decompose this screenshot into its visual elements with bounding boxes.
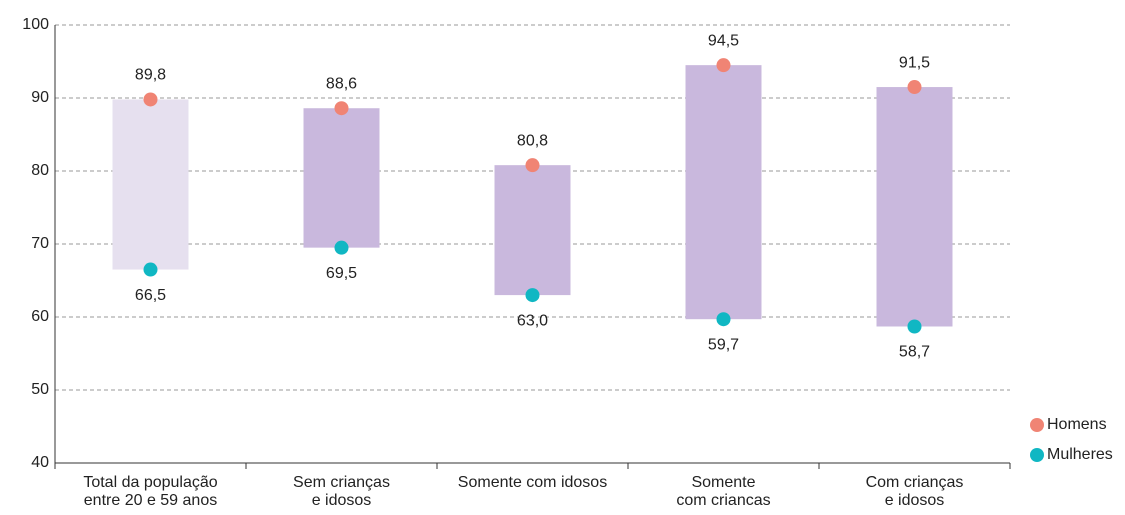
x-tick-label: Sem crianças e idosos: [293, 474, 390, 509]
legend-swatch: [1030, 418, 1044, 432]
dot: [334, 101, 349, 116]
dot: [525, 158, 540, 173]
value-label: 63,0: [517, 312, 548, 329]
y-tick-label: 80: [31, 162, 49, 179]
dot: [716, 58, 731, 73]
range-bar: [494, 165, 571, 296]
range-bar: [303, 108, 380, 248]
x-tick-label: Somente com idosos: [458, 474, 607, 491]
legend-swatch: [1030, 448, 1044, 462]
x-tick-label-line: Com crianças: [866, 474, 964, 491]
value-label: 69,5: [326, 265, 357, 282]
x-tick-label-line: Somente com idosos: [458, 474, 607, 491]
legend-label: Homens: [1047, 416, 1107, 433]
y-tick-label: 60: [31, 308, 49, 325]
y-tick-label: 90: [31, 89, 49, 106]
x-tick-label: Somente com criancas: [676, 474, 770, 509]
x-tick-label-line: Total da população: [83, 474, 217, 491]
x-tick-label-line: Somente: [691, 474, 755, 491]
range-bar: [876, 87, 953, 327]
x-tick-label-line: Sem crianças: [293, 474, 390, 491]
value-label: 88,6: [326, 75, 357, 92]
y-tick-label: 70: [31, 235, 49, 252]
y-tick-label: 50: [31, 381, 49, 398]
value-label: 91,5: [899, 54, 930, 71]
legend-label: Mulheres: [1047, 446, 1113, 463]
dot: [143, 92, 158, 107]
value-label: 58,7: [899, 344, 930, 361]
y-tick-label: 100: [22, 16, 49, 33]
value-label: 80,8: [517, 132, 548, 149]
x-tick-label-line: com criancas: [676, 492, 770, 509]
value-label: 66,5: [135, 287, 166, 304]
x-tick-label: Com crianças e idosos: [866, 474, 964, 509]
y-tick-label: 40: [31, 454, 49, 471]
x-tick-label-line: e idosos: [885, 492, 945, 509]
value-label: 59,7: [708, 336, 739, 353]
value-label: 89,8: [135, 67, 166, 84]
range-bar: [685, 65, 762, 320]
x-tick-label-line: entre 20 e 59 anos: [84, 492, 217, 509]
dot: [716, 312, 731, 327]
dot: [525, 288, 540, 303]
dot: [143, 262, 158, 277]
x-tick-label-line: e idosos: [312, 492, 372, 509]
dot: [907, 80, 922, 95]
dot: [334, 240, 349, 255]
value-label: 94,5: [708, 32, 739, 49]
x-tick-label: Total da população entre 20 e 59 anos: [83, 474, 217, 509]
dot: [907, 319, 922, 334]
range-bar: [112, 99, 189, 270]
